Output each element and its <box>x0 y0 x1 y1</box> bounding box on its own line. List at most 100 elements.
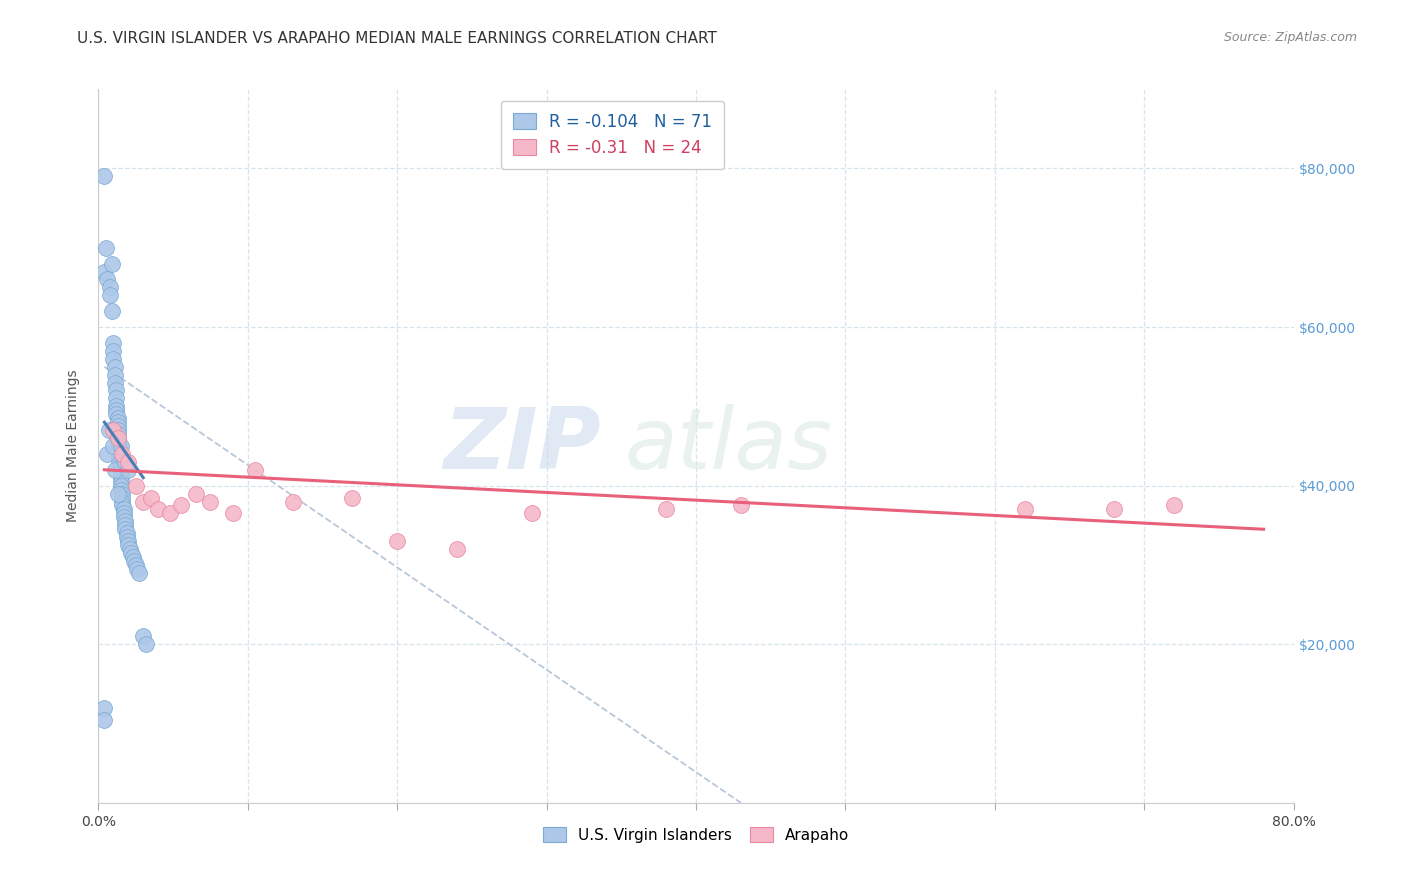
Point <box>111 499 134 513</box>
Point <box>200 494 222 508</box>
Point <box>110 439 132 453</box>
Point <box>112 510 135 524</box>
Point <box>655 502 678 516</box>
Point <box>385 534 409 549</box>
Point <box>125 478 148 492</box>
Point <box>111 486 134 500</box>
Point <box>96 447 118 461</box>
Point <box>132 494 155 508</box>
Point <box>94 241 117 255</box>
Point <box>114 455 136 469</box>
Point <box>118 542 141 557</box>
Point <box>446 542 468 557</box>
Point <box>108 439 131 453</box>
Point <box>114 522 136 536</box>
Point <box>104 463 127 477</box>
Y-axis label: Median Male Earnings: Median Male Earnings <box>66 369 80 523</box>
Point <box>115 526 138 541</box>
Point <box>110 467 132 481</box>
Point <box>108 455 131 469</box>
Point <box>107 486 129 500</box>
Legend: U.S. Virgin Islanders, Arapaho: U.S. Virgin Islanders, Arapaho <box>537 821 855 848</box>
Point <box>107 419 129 434</box>
Point <box>108 442 131 457</box>
Point <box>112 502 135 516</box>
Point <box>110 478 132 492</box>
Point <box>111 494 134 508</box>
Point <box>110 483 132 497</box>
Point <box>104 359 127 374</box>
Text: ZIP: ZIP <box>443 404 600 488</box>
Point <box>107 435 129 450</box>
Point <box>132 629 155 643</box>
Point <box>96 272 118 286</box>
Point <box>104 376 127 390</box>
Point <box>117 538 139 552</box>
Point <box>222 507 245 521</box>
Point <box>112 507 135 521</box>
Point <box>117 463 139 477</box>
Point <box>520 507 543 521</box>
Point <box>114 514 136 528</box>
Point <box>108 447 131 461</box>
Point <box>127 562 149 576</box>
Point <box>107 431 129 445</box>
Point <box>101 304 124 318</box>
Point <box>135 637 157 651</box>
Point <box>342 491 364 505</box>
Point <box>128 566 150 580</box>
Point <box>124 554 146 568</box>
Text: atlas: atlas <box>624 404 832 488</box>
Point <box>1014 502 1036 516</box>
Point <box>103 335 125 350</box>
Text: Source: ZipAtlas.com: Source: ZipAtlas.com <box>1223 31 1357 45</box>
Point <box>1104 502 1126 516</box>
Point <box>148 502 170 516</box>
Point <box>93 713 115 727</box>
Point <box>117 455 139 469</box>
Point <box>125 558 148 572</box>
Point <box>108 450 131 465</box>
Point <box>107 411 129 425</box>
Point <box>107 431 129 445</box>
Point <box>105 400 128 414</box>
Point <box>169 499 191 513</box>
Point <box>105 403 128 417</box>
Point <box>117 534 139 549</box>
Text: U.S. VIRGIN ISLANDER VS ARAPAHO MEDIAN MALE EARNINGS CORRELATION CHART: U.S. VIRGIN ISLANDER VS ARAPAHO MEDIAN M… <box>77 31 717 46</box>
Point <box>730 499 752 513</box>
Point <box>110 475 132 489</box>
Point <box>104 368 127 382</box>
Point <box>107 423 129 437</box>
Point <box>103 423 125 437</box>
Point <box>93 169 115 184</box>
Point <box>98 288 122 302</box>
Point <box>103 439 125 453</box>
Point <box>103 351 125 366</box>
Point <box>114 518 136 533</box>
Point <box>111 491 134 505</box>
Point <box>110 458 132 473</box>
Point <box>103 343 125 358</box>
Point <box>159 507 181 521</box>
Point <box>184 486 207 500</box>
Point <box>101 257 124 271</box>
Point <box>98 280 122 294</box>
Point <box>105 384 128 398</box>
Point <box>97 423 120 437</box>
Point <box>110 463 132 477</box>
Point <box>115 530 138 544</box>
Point <box>111 447 134 461</box>
Point <box>107 415 129 429</box>
Point <box>105 392 128 406</box>
Point <box>105 407 128 421</box>
Point <box>281 494 304 508</box>
Point <box>93 264 115 278</box>
Point <box>1163 499 1185 513</box>
Point <box>107 427 129 442</box>
Point <box>110 471 132 485</box>
Point <box>120 546 142 560</box>
Point <box>121 549 143 564</box>
Point <box>93 700 115 714</box>
Point <box>245 463 267 477</box>
